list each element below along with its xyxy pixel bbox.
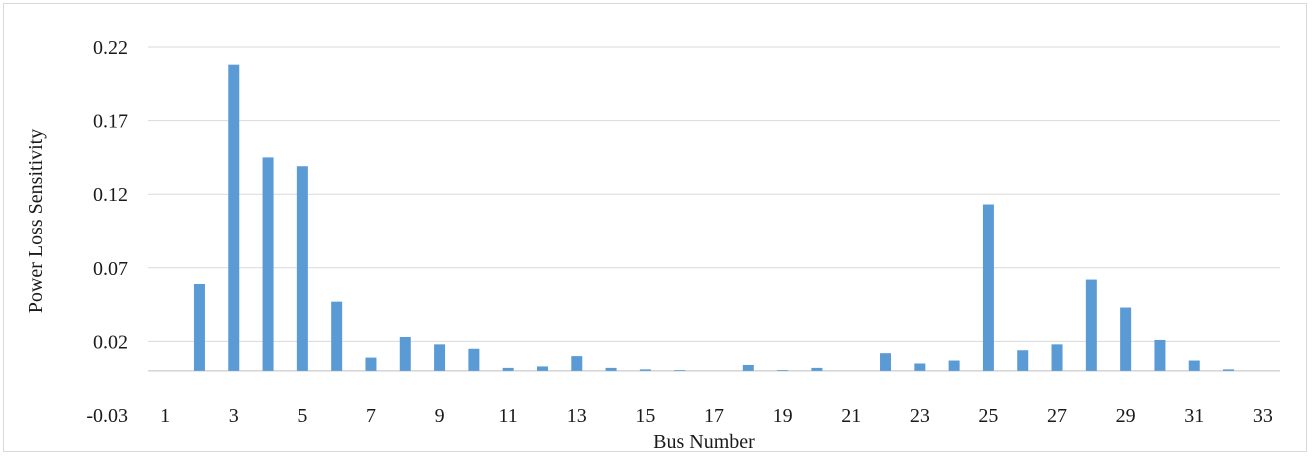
y-tick-label: 0.12 (93, 184, 128, 206)
bar-bus-9 (434, 344, 446, 371)
bar-bus-31 (1188, 360, 1200, 371)
bar-bus-20 (811, 367, 823, 371)
x-tick-labels: 1 3 5 7 9 11 13 15 17 19 21 23 25 27 29 31 33 (160, 405, 1273, 427)
bar-bus-4 (262, 157, 274, 371)
bar-bus-11 (502, 367, 514, 371)
bar-bus-5 (296, 166, 308, 371)
x-tick-label: 25 (978, 405, 998, 427)
x-tick-label: 23 (910, 405, 930, 427)
bar-bus-28 (1085, 279, 1097, 371)
x-tick-label: 29 (1116, 405, 1136, 427)
y-axis-title: Power Loss Sensitivity (25, 129, 47, 313)
bar-bus-6 (331, 301, 343, 371)
x-tick-label: 31 (1184, 405, 1204, 427)
bar-bus-16 (674, 370, 686, 371)
x-tick-label: 15 (635, 405, 655, 427)
x-tick-label: 19 (773, 405, 793, 427)
y-tick-label: 0.02 (93, 331, 128, 353)
bar-bus-3 (228, 64, 240, 371)
x-tick-label: 21 (841, 405, 861, 427)
bar-bus-24 (948, 360, 960, 371)
x-tick-label: 9 (435, 405, 445, 427)
x-axis-title: Bus Number (653, 431, 755, 453)
y-tick-label: 0.22 (93, 37, 128, 59)
y-tick-label: 0.07 (93, 258, 128, 280)
bar-bus-8 (399, 336, 411, 371)
y-tick-label: 0.17 (93, 111, 128, 133)
bar-bus-10 (468, 348, 480, 371)
bar-bus-25 (982, 204, 994, 371)
bar-bus-22 (880, 353, 892, 371)
bar-bus-19 (777, 370, 789, 371)
y-tick-labels: -0.03 0.02 0.07 0.12 0.17 0.22 (86, 37, 128, 427)
y-tick-label: -0.03 (86, 405, 128, 427)
x-tick-label: 17 (704, 405, 724, 427)
x-tick-label: 5 (297, 405, 307, 427)
x-tick-label: 13 (567, 405, 587, 427)
bar-bus-18 (742, 364, 754, 371)
x-tick-label: 27 (1047, 405, 1067, 427)
bar-bus-13 (571, 356, 583, 371)
bar-bus-26 (1017, 350, 1029, 371)
x-tick-label: 11 (499, 405, 518, 427)
bar-bus-27 (1051, 344, 1063, 371)
bar-bus-29 (1120, 307, 1132, 371)
bar-bus-32 (1223, 369, 1235, 371)
x-tick-label: 33 (1253, 405, 1273, 427)
bar-bus-30 (1154, 339, 1166, 371)
bar-bus-14 (605, 367, 617, 371)
x-tick-label: 1 (160, 405, 170, 427)
bars (193, 64, 1235, 371)
gridlines (148, 46, 1280, 372)
bar-bus-12 (536, 366, 548, 371)
bar-bus-7 (365, 357, 377, 371)
bar-bus-15 (639, 369, 651, 371)
x-tick-label: 7 (366, 405, 376, 427)
bar-bus-23 (914, 363, 926, 371)
x-tick-label: 3 (229, 405, 239, 427)
bar-bus-2 (193, 283, 205, 371)
chart-frame (3, 3, 1307, 452)
